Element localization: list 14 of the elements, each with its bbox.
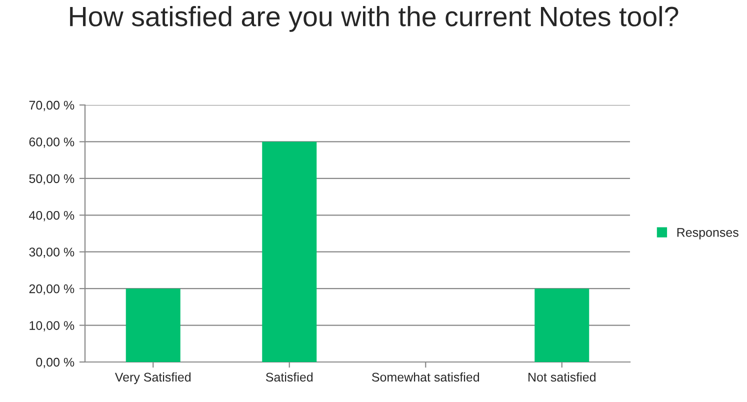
- y-tick-label: 0,00 %: [36, 358, 74, 368]
- y-tick-label: 10,00 %: [30, 321, 74, 332]
- x-tick-label: Very Satisfied: [114, 372, 191, 384]
- chart-title: How satisfied are you with the current Notes tool?: [70, 6, 678, 32]
- y-tick-label: 70,00 %: [29, 100, 74, 112]
- y-tick-label: 60,00 %: [29, 138, 74, 148]
- x-tick-label: Satisfied: [266, 372, 313, 382]
- y-tick-label: 50,00 %: [29, 174, 74, 185]
- y-tick-label: 40,00 %: [29, 210, 74, 222]
- x-tick-label: Not satisfied: [528, 372, 596, 382]
- legend-label: Responses: [677, 228, 738, 240]
- x-tick-label: Somewhat satisfied: [372, 372, 480, 382]
- y-tick-label: 20,00 %: [29, 284, 74, 295]
- y-tick-label: 30,00 %: [29, 248, 74, 258]
